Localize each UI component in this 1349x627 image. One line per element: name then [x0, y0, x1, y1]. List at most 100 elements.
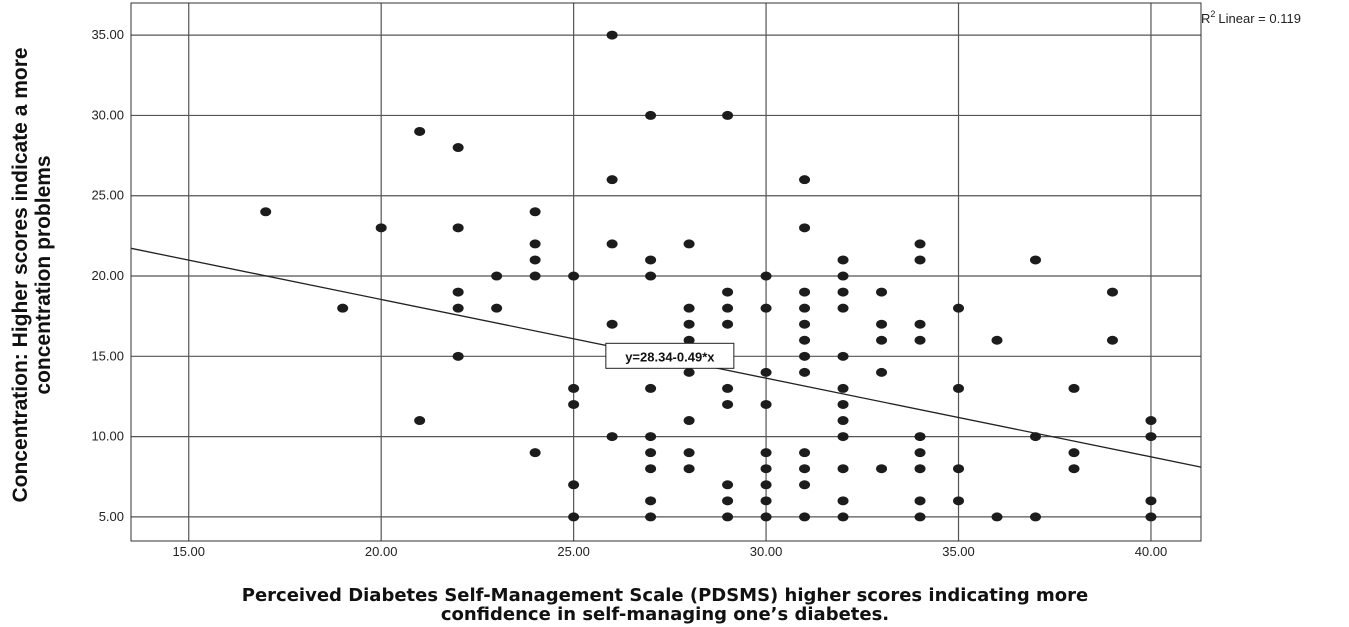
data-point [1145, 432, 1157, 442]
data-point [606, 175, 618, 185]
data-point [1106, 335, 1118, 345]
data-point [914, 448, 926, 458]
data-point [1029, 255, 1041, 265]
data-point [529, 239, 541, 249]
data-point [452, 287, 464, 297]
data-point [491, 271, 503, 281]
data-point [876, 367, 888, 377]
data-point [914, 319, 926, 329]
x-tick-label: 25.00 [557, 544, 590, 559]
data-point [722, 287, 734, 297]
fit-equation-label: y=28.34-0.49*x [605, 342, 735, 369]
r2-annotation: R2 Linear = 0.119 [1201, 9, 1301, 26]
data-point [568, 271, 580, 281]
data-point [953, 464, 965, 474]
y-tick-label: 5.00 [99, 509, 124, 524]
data-point [529, 207, 541, 217]
data-point [991, 335, 1003, 345]
data-point [683, 367, 695, 377]
data-point [837, 399, 849, 409]
data-point [606, 319, 618, 329]
data-point [837, 303, 849, 313]
data-point [837, 512, 849, 522]
x-tick-labels: 15.00 20.00 25.00 30.00 35.00 40.00 [172, 544, 1167, 559]
data-point [722, 496, 734, 506]
data-point [606, 239, 618, 249]
data-point [953, 383, 965, 393]
data-point [568, 399, 580, 409]
data-point [683, 239, 695, 249]
data-point [914, 496, 926, 506]
data-point [452, 223, 464, 233]
data-point [452, 143, 464, 153]
data-point [837, 383, 849, 393]
data-point [683, 464, 695, 474]
data-point [760, 496, 772, 506]
data-point [837, 351, 849, 361]
data-point [760, 448, 772, 458]
data-point [837, 255, 849, 265]
data-point [760, 399, 772, 409]
data-point [260, 207, 272, 217]
y-tick-labels: 5.00 10.00 15.00 20.00 25.00 30.00 35.00 [91, 27, 124, 524]
data-point [760, 464, 772, 474]
data-point [799, 175, 811, 185]
data-point [876, 319, 888, 329]
data-point [914, 464, 926, 474]
data-point [491, 303, 503, 313]
data-point [991, 512, 1003, 522]
data-point [722, 480, 734, 490]
data-point [914, 239, 926, 249]
data-point [452, 351, 464, 361]
data-point [568, 512, 580, 522]
data-point [837, 287, 849, 297]
y-axis-title-line-2: concentration problems [32, 155, 55, 394]
data-point [722, 512, 734, 522]
data-point [760, 271, 772, 281]
data-point [645, 383, 657, 393]
data-point [529, 271, 541, 281]
data-point [914, 432, 926, 442]
data-point [837, 496, 849, 506]
data-points [260, 30, 1157, 522]
fit-equation-text: y=28.34-0.49*x [625, 349, 715, 364]
data-point [722, 319, 734, 329]
data-point [914, 255, 926, 265]
data-point [799, 319, 811, 329]
data-point [799, 448, 811, 458]
y-tick-label: 20.00 [91, 268, 124, 283]
data-point [1145, 416, 1157, 426]
x-tick-label: 20.00 [365, 544, 398, 559]
data-point [337, 303, 349, 313]
data-point [375, 223, 387, 233]
data-point [1068, 448, 1080, 458]
data-point [722, 399, 734, 409]
data-point [606, 432, 618, 442]
data-point [645, 448, 657, 458]
data-point [1029, 432, 1041, 442]
data-point [760, 367, 772, 377]
data-point [722, 303, 734, 313]
data-point [953, 496, 965, 506]
data-point [645, 512, 657, 522]
data-point [529, 255, 541, 265]
data-point [683, 335, 695, 345]
data-point [914, 335, 926, 345]
data-point [953, 303, 965, 313]
x-tick-label: 35.00 [942, 544, 975, 559]
data-point [568, 383, 580, 393]
data-point [645, 432, 657, 442]
data-point [799, 367, 811, 377]
plot-frame [130, 2, 1202, 542]
data-point [799, 351, 811, 361]
data-point [414, 416, 426, 426]
x-tick-label: 15.00 [172, 544, 205, 559]
data-point [645, 110, 657, 120]
data-point [645, 271, 657, 281]
data-point [799, 287, 811, 297]
y-tick-label: 35.00 [91, 27, 124, 42]
data-point [799, 335, 811, 345]
data-point [837, 271, 849, 281]
data-point [529, 448, 541, 458]
